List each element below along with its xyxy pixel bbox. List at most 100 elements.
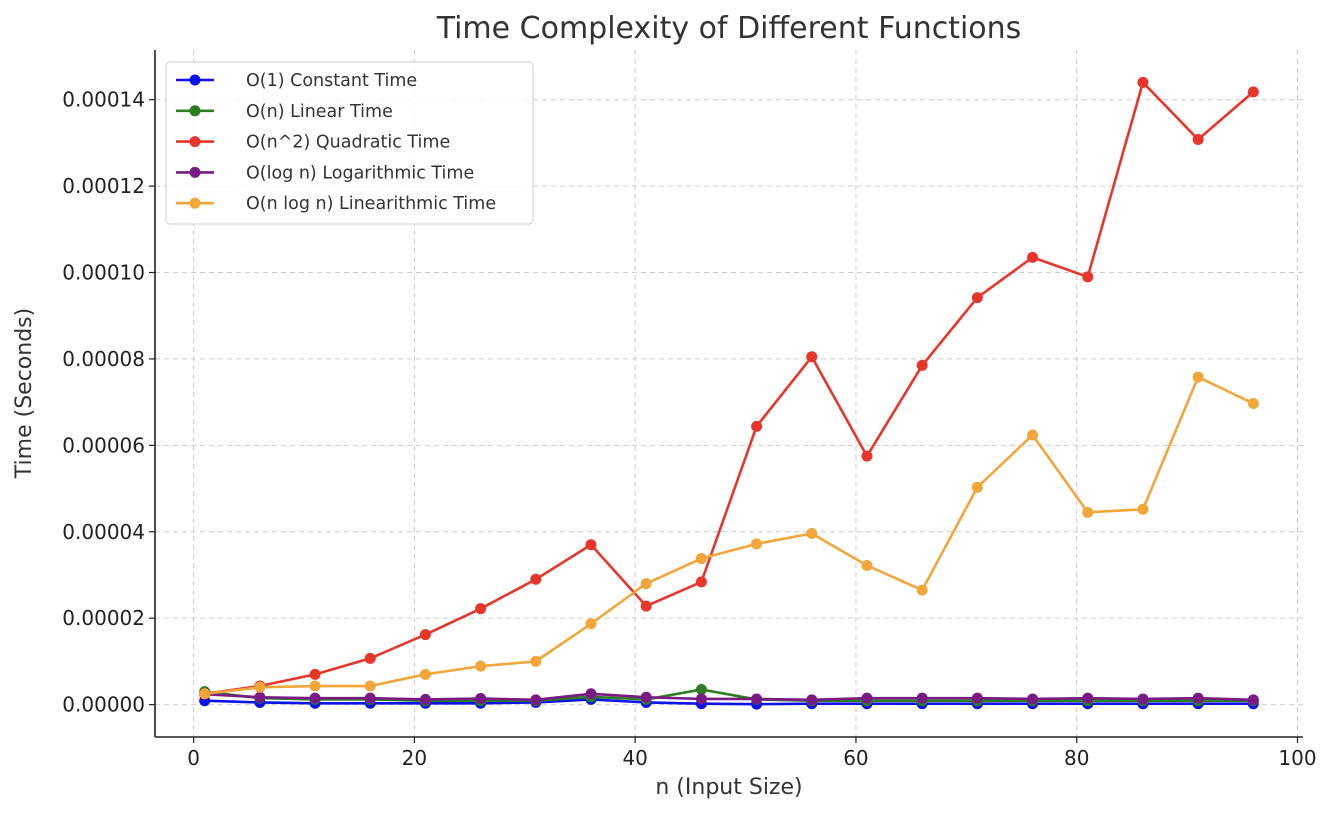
y-tick-label: 0.00000 — [62, 693, 145, 717]
data-point — [806, 527, 818, 539]
legend-swatch-marker — [189, 136, 201, 148]
data-point — [309, 692, 321, 704]
series-line — [204, 692, 1254, 702]
legend-item: O(n log n) Linearithmic Time — [176, 194, 496, 214]
chart-title: Time Complexity of Different Functions — [436, 11, 1022, 46]
legend-swatch-marker — [189, 105, 201, 117]
data-point — [1027, 429, 1039, 441]
series-4 — [199, 371, 1259, 700]
series-line — [204, 698, 1254, 706]
legend-item: O(n^2) Quadratic Time — [176, 133, 450, 153]
data-point — [806, 694, 818, 706]
data-point — [475, 660, 487, 672]
data-point — [971, 292, 983, 304]
y-tick-label: 0.00002 — [62, 606, 145, 630]
data-point — [585, 539, 597, 551]
legend-label: O(log n) Logarithmic Time — [246, 163, 474, 183]
data-point — [419, 629, 431, 641]
series-line — [204, 81, 1255, 696]
data-point — [640, 578, 652, 590]
data-point — [751, 693, 763, 705]
data-point — [806, 351, 818, 363]
legend-item: O(n) Linear Time — [176, 102, 393, 122]
x-tick-label: 0 — [187, 746, 200, 770]
data-point — [585, 618, 597, 630]
data-point — [475, 603, 487, 615]
legend-swatch-marker — [189, 197, 201, 209]
data-point — [1082, 692, 1094, 704]
data-point — [364, 680, 376, 692]
data-point — [1192, 133, 1204, 145]
data-point — [364, 652, 376, 664]
data-point — [309, 668, 321, 680]
tick-labels: 0 20 40 60 80 100 0.00000 0.00002 0.00004 0.00006… — [62, 88, 1316, 770]
data-point — [1247, 86, 1259, 98]
data-point — [751, 538, 763, 550]
data-point — [861, 692, 873, 704]
data-point — [309, 680, 321, 692]
data-point — [1247, 694, 1259, 706]
data-point — [861, 450, 873, 462]
series-line — [204, 375, 1254, 696]
x-tick-label: 40 — [622, 746, 647, 770]
y-tick-label: 0.00004 — [62, 520, 145, 544]
data-point — [1082, 506, 1094, 518]
data-point — [1027, 693, 1039, 705]
legend-item: O(1) Constant Time — [176, 71, 417, 91]
x-tick-label: 80 — [1064, 746, 1089, 770]
legend-label: O(n) Linear Time — [246, 102, 393, 122]
data-point — [971, 481, 983, 493]
data-point — [530, 655, 542, 667]
data-point — [695, 693, 707, 705]
data-point — [1027, 251, 1039, 263]
x-tick-label: 60 — [843, 746, 868, 770]
data-point — [1137, 693, 1149, 705]
data-point — [199, 688, 211, 700]
data-point — [475, 693, 487, 705]
data-point — [916, 692, 928, 704]
data-point — [916, 359, 928, 371]
series-2 — [199, 76, 1259, 700]
legend-label: O(n^2) Quadratic Time — [246, 133, 450, 153]
data-point — [695, 683, 707, 695]
data-point — [419, 693, 431, 705]
data-point — [1137, 503, 1149, 515]
y-tick-label: 0.00014 — [62, 88, 145, 112]
data-point — [530, 694, 542, 706]
data-point — [861, 559, 873, 571]
data-point — [530, 573, 542, 585]
legend: O(1) Constant Time O(n) Linear Time O(n^2)… — [165, 61, 534, 225]
data-point — [1247, 397, 1259, 409]
legend-swatch-marker — [189, 74, 201, 86]
data-point — [419, 668, 431, 680]
data-point — [751, 420, 763, 432]
y-tick-label: 0.00008 — [62, 347, 145, 371]
x-axis-label: n (Input Size) — [655, 775, 802, 800]
data-point — [640, 600, 652, 612]
data-point — [640, 691, 652, 703]
data-point — [1192, 692, 1204, 704]
data-point — [916, 584, 928, 596]
legend-swatch-marker — [189, 166, 201, 178]
data-point — [364, 692, 376, 704]
data-point — [254, 691, 266, 703]
y-tick-label: 0.00012 — [62, 174, 145, 198]
data-point — [1137, 76, 1149, 88]
series-lines — [199, 76, 1259, 710]
data-point — [585, 688, 597, 700]
data-point — [1082, 271, 1094, 283]
y-axis-label: Time (Seconds) — [12, 308, 37, 479]
data-point — [695, 553, 707, 565]
legend-label: O(1) Constant Time — [246, 71, 417, 91]
data-point — [971, 692, 983, 704]
legend-item: O(log n) Logarithmic Time — [176, 163, 474, 183]
x-tick-label: 20 — [402, 746, 427, 770]
data-point — [695, 576, 707, 588]
y-tick-label: 0.00010 — [62, 261, 145, 285]
data-point — [1192, 371, 1204, 383]
legend-box — [165, 61, 534, 225]
data-point — [254, 681, 266, 693]
legend-label: O(n log n) Linearithmic Time — [246, 194, 496, 214]
axes — [154, 50, 1303, 738]
